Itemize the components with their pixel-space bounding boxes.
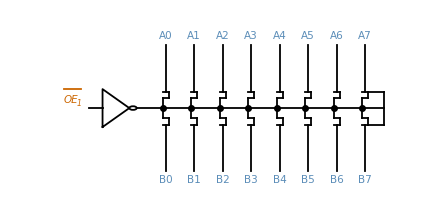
- Text: B5: B5: [301, 175, 315, 185]
- Text: B2: B2: [216, 175, 230, 185]
- Text: A7: A7: [358, 31, 372, 41]
- Text: B4: B4: [273, 175, 286, 185]
- Text: B7: B7: [358, 175, 372, 185]
- Text: A5: A5: [301, 31, 315, 41]
- Text: A6: A6: [330, 31, 343, 41]
- Text: B0: B0: [159, 175, 173, 185]
- Text: 1: 1: [77, 99, 82, 108]
- Text: OE: OE: [64, 95, 79, 105]
- Text: A2: A2: [216, 31, 230, 41]
- Text: B6: B6: [330, 175, 343, 185]
- Text: A4: A4: [273, 31, 286, 41]
- Text: A3: A3: [245, 31, 258, 41]
- Text: A1: A1: [187, 31, 201, 41]
- Text: B3: B3: [245, 175, 258, 185]
- Text: A0: A0: [159, 31, 173, 41]
- Text: B1: B1: [187, 175, 201, 185]
